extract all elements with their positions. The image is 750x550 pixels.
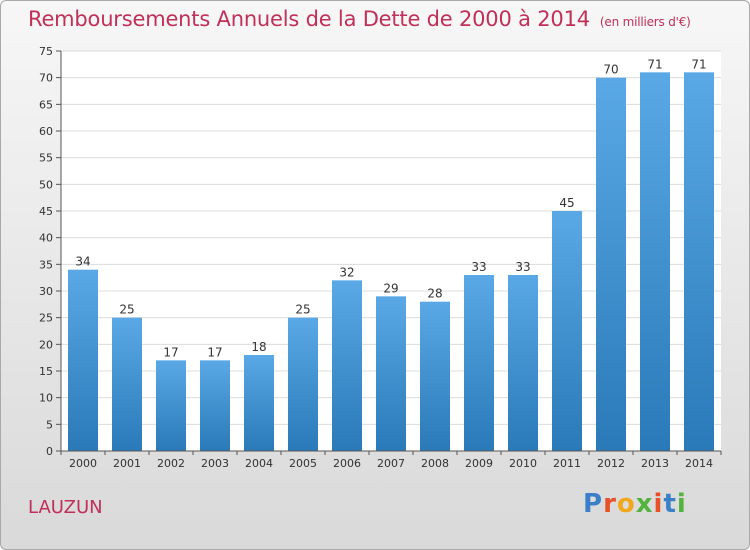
- data-label-2012: 70: [603, 63, 618, 77]
- data-label-2014: 71: [691, 57, 706, 71]
- data-label-2001: 25: [119, 303, 134, 317]
- y-tick-label: 35: [39, 258, 53, 271]
- logo-letter: t: [663, 489, 677, 519]
- data-label-2013: 71: [647, 57, 662, 71]
- x-tick-label: 2010: [509, 457, 537, 470]
- data-label-2003: 17: [207, 345, 222, 359]
- bar-2008: [420, 301, 450, 451]
- data-label-2010: 33: [515, 260, 530, 274]
- bar-2007: [376, 296, 406, 451]
- bar-2001: [112, 317, 142, 451]
- x-tick-label: 2005: [289, 457, 317, 470]
- x-tick-label: 2011: [553, 457, 581, 470]
- chart-title: Remboursements Annuels de la Dette de 20…: [28, 7, 691, 31]
- logo-letter: i: [676, 489, 687, 519]
- bar-2002: [156, 360, 186, 451]
- bar-2009: [464, 275, 494, 451]
- data-label-2011: 45: [559, 196, 574, 210]
- proxiti-logo: Proxiti: [583, 489, 687, 519]
- y-tick-label: 75: [39, 45, 53, 58]
- bar-2012: [596, 77, 626, 452]
- x-tick-label: 2003: [201, 457, 229, 470]
- x-tick-label: 2014: [685, 457, 713, 470]
- commune-name: LAUZUN: [28, 497, 103, 518]
- chart-title-text: Remboursements Annuels de la Dette de 20…: [28, 7, 590, 31]
- x-tick-label: 2002: [157, 457, 185, 470]
- x-tick-label: 2006: [333, 457, 361, 470]
- x-tick-label: 2009: [465, 457, 493, 470]
- y-tick-label: 25: [39, 312, 53, 325]
- x-tick-label: 2012: [597, 457, 625, 470]
- axes: [56, 50, 722, 455]
- y-tick-label: 70: [39, 72, 53, 85]
- bar-2011: [552, 211, 582, 451]
- bar-2006: [332, 280, 362, 451]
- y-tick-label: 55: [39, 152, 53, 165]
- bar-2004: [244, 355, 274, 451]
- data-label-2004: 18: [251, 340, 266, 354]
- y-tick-label: 30: [39, 285, 53, 298]
- y-tick-label: 5: [46, 418, 53, 431]
- x-tick-label: 2007: [377, 457, 405, 470]
- y-tick-label: 10: [39, 392, 53, 405]
- logo-letter: i: [653, 489, 664, 519]
- data-label-2006: 32: [339, 265, 354, 279]
- data-label-2005: 25: [295, 303, 310, 317]
- y-tick-label: 40: [39, 232, 53, 245]
- y-tick-label: 20: [39, 338, 53, 351]
- y-tick-label: 45: [39, 205, 53, 218]
- logo-letter: o: [616, 489, 636, 519]
- y-tick-label: 65: [39, 98, 53, 111]
- bar-2005: [288, 317, 318, 451]
- y-tick-label: 0: [46, 445, 53, 458]
- data-label-2009: 33: [471, 260, 486, 274]
- bar-2014: [684, 72, 714, 451]
- logo-letter: r: [603, 489, 617, 519]
- bar-2013: [640, 72, 670, 451]
- labels: 0 5 10 15 20 25 30 35 40 45 50 55 60 65 70 75 34 2000 25 20…: [39, 45, 713, 470]
- bars: [68, 72, 714, 452]
- logo-letter: x: [635, 489, 654, 519]
- bar-2000: [68, 269, 98, 451]
- y-tick-label: 50: [39, 178, 53, 191]
- chart-unit: (en milliers d'€): [599, 15, 691, 29]
- x-tick-label: 2008: [421, 457, 449, 470]
- logo-letter: P: [583, 489, 604, 519]
- x-tick-label: 2000: [69, 457, 97, 470]
- y-tick-label: 15: [39, 365, 53, 378]
- y-tick-label: 60: [39, 125, 53, 138]
- data-label-2000: 34: [75, 255, 90, 269]
- data-label-2002: 17: [163, 345, 178, 359]
- bar-2003: [200, 360, 230, 451]
- data-label-2008: 28: [427, 287, 442, 301]
- data-label-2007: 29: [383, 281, 398, 295]
- x-tick-label: 2001: [113, 457, 141, 470]
- bar-2010: [508, 275, 538, 451]
- x-tick-label: 2013: [641, 457, 669, 470]
- x-tick-label: 2004: [245, 457, 273, 470]
